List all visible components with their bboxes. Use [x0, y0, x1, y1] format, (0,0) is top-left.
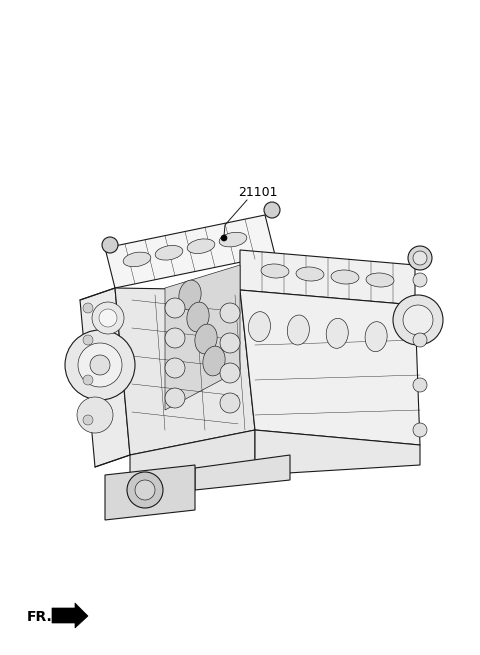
Circle shape	[102, 237, 118, 253]
Text: 21101: 21101	[238, 187, 278, 200]
Circle shape	[413, 273, 427, 287]
Polygon shape	[105, 215, 275, 288]
Polygon shape	[52, 603, 88, 628]
Ellipse shape	[296, 267, 324, 281]
Polygon shape	[130, 430, 255, 500]
Ellipse shape	[187, 239, 215, 253]
Ellipse shape	[155, 246, 183, 260]
Circle shape	[165, 328, 185, 348]
Circle shape	[83, 375, 93, 385]
Text: FR.: FR.	[27, 610, 53, 624]
Ellipse shape	[365, 322, 387, 352]
Ellipse shape	[326, 318, 348, 348]
Circle shape	[127, 472, 163, 508]
Polygon shape	[255, 430, 420, 475]
Polygon shape	[240, 250, 415, 305]
Circle shape	[92, 302, 124, 334]
Polygon shape	[240, 290, 420, 445]
Circle shape	[408, 246, 432, 270]
Circle shape	[135, 480, 155, 500]
Circle shape	[77, 397, 113, 433]
Polygon shape	[195, 455, 290, 490]
Ellipse shape	[187, 302, 209, 332]
Circle shape	[413, 378, 427, 392]
Ellipse shape	[288, 315, 310, 345]
Circle shape	[165, 298, 185, 318]
Ellipse shape	[195, 324, 217, 354]
Circle shape	[99, 309, 117, 327]
Ellipse shape	[179, 280, 201, 310]
Ellipse shape	[219, 233, 247, 247]
Circle shape	[413, 251, 427, 265]
Circle shape	[90, 355, 110, 375]
Ellipse shape	[249, 312, 271, 342]
Ellipse shape	[123, 252, 151, 267]
Circle shape	[393, 295, 443, 345]
Ellipse shape	[203, 346, 225, 376]
Polygon shape	[165, 265, 240, 410]
Circle shape	[413, 423, 427, 437]
Circle shape	[220, 363, 240, 383]
Circle shape	[220, 393, 240, 413]
Circle shape	[78, 343, 122, 387]
Circle shape	[403, 305, 433, 335]
Circle shape	[83, 335, 93, 345]
Circle shape	[83, 415, 93, 425]
Ellipse shape	[261, 264, 289, 278]
Circle shape	[220, 333, 240, 353]
Circle shape	[413, 333, 427, 347]
Polygon shape	[115, 288, 255, 455]
Circle shape	[220, 303, 240, 323]
Ellipse shape	[366, 273, 394, 287]
Circle shape	[65, 330, 135, 400]
Circle shape	[83, 303, 93, 313]
Polygon shape	[105, 465, 195, 520]
Circle shape	[165, 358, 185, 378]
Circle shape	[165, 388, 185, 408]
Circle shape	[264, 202, 280, 218]
Ellipse shape	[331, 270, 359, 284]
Circle shape	[221, 235, 227, 241]
Polygon shape	[80, 288, 130, 467]
